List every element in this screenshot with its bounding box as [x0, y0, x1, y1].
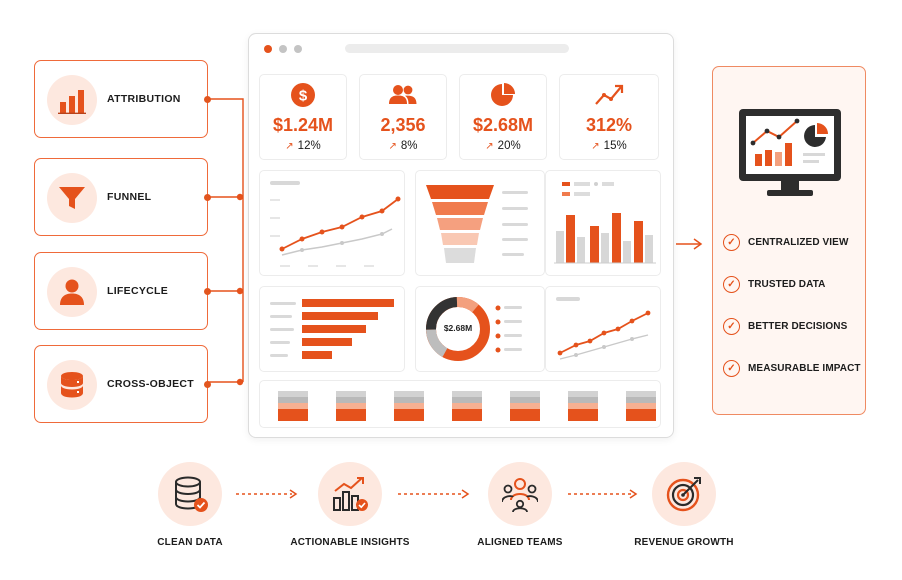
check-circle-icon: ✓	[723, 317, 740, 335]
benefit-item: ✓ BETTER DECISIONS	[723, 317, 847, 335]
kpi-card-pipeline: $2.68M ↗ 20%	[459, 74, 547, 160]
category-card-funnel[interactable]: FUNNEL	[34, 158, 211, 236]
kpi-value: 312%	[585, 115, 633, 135]
benefit-item: ✓ CENTRALIZED VIEW	[723, 233, 849, 251]
line-chart	[270, 181, 401, 267]
category-card-lifecycle[interactable]: LIFECYCLE	[34, 252, 211, 330]
stacked-columns-panel	[259, 380, 661, 428]
funnel-icon	[47, 173, 97, 223]
kpi-change: ↗ 8%	[388, 140, 418, 152]
kpi-change: ↗ 20%	[485, 140, 521, 152]
up-arrow-icon: ↗	[285, 141, 294, 152]
category-label: LIFECYCLE	[107, 285, 169, 297]
line-chart-panel	[259, 170, 405, 276]
check-circle-icon: ✓	[723, 359, 740, 377]
up-arrow-icon: ↗	[591, 141, 600, 152]
kpi-card-roi: 312% ↗ 15%	[559, 74, 659, 160]
stacked-columns	[278, 391, 656, 421]
benefits-panel: ✓ CENTRALIZED VIEW ✓ TRUSTED DATA ✓ BETT…	[712, 66, 866, 415]
users-icon	[360, 82, 446, 108]
connector-dot	[204, 288, 211, 295]
target-icon	[666, 477, 701, 512]
kpi-value: 2,356	[380, 115, 426, 135]
address-bar[interactable]	[345, 44, 569, 53]
kpi-value: $1.24M	[272, 115, 334, 135]
kpi-value: $2.68M	[472, 115, 534, 135]
trend-chart-panel	[545, 286, 661, 372]
trend-chart	[556, 297, 651, 360]
trend-line-icon	[560, 82, 658, 108]
donut-chart-panel: $2.68M	[415, 286, 545, 372]
category-card-attribution[interactable]: ATTRIBUTION	[34, 60, 211, 138]
kpi-change: ↗ 12%	[285, 140, 321, 152]
bar-chart	[554, 182, 656, 264]
benefit-item: ✓ TRUSTED DATA	[723, 275, 826, 293]
connector-dot	[204, 194, 211, 201]
connector-dot	[204, 381, 211, 388]
category-card-cross-object[interactable]: CROSS-OBJECT	[34, 345, 211, 423]
dashboard-window: $ $1.24M ↗ 12% 2,356 ↗ 8% $2.68M ↗ 20% 312%…	[248, 33, 674, 438]
kpi-card-revenue: $ $1.24M ↗ 12%	[259, 74, 347, 160]
donut-chart	[426, 297, 522, 361]
benefit-item: ✓ MEASURABLE IMPACT	[723, 359, 861, 377]
horizontal-bar-panel	[259, 286, 405, 372]
database-check-icon	[175, 476, 208, 512]
growth-chart-icon	[333, 477, 368, 511]
flow-step-label: CLEAN DATA	[157, 537, 223, 548]
connector-dot	[204, 96, 211, 103]
donut-center-value: $2.68M	[443, 323, 473, 333]
dollar-icon: $	[260, 82, 346, 108]
person-icon	[47, 267, 97, 317]
window-minimize-dot[interactable]	[279, 45, 287, 53]
team-icon	[502, 478, 538, 512]
check-circle-icon: ✓	[723, 233, 740, 251]
database-icon	[47, 360, 97, 410]
monitor-icon	[739, 109, 841, 196]
flow-step-label: ACTIONABLE INSIGHTS	[290, 537, 410, 548]
flow-step-label: REVENUE GROWTH	[634, 537, 734, 548]
category-label: ATTRIBUTION	[107, 93, 181, 105]
category-label: FUNNEL	[107, 191, 152, 203]
horizontal-bar-chart	[270, 299, 394, 359]
flow-step-label: ALIGNED TEAMS	[477, 537, 563, 548]
pie-chart-icon	[460, 82, 546, 108]
category-label: CROSS-OBJECT	[107, 378, 195, 390]
window-close-dot[interactable]	[264, 45, 272, 53]
flow-step-revenue-growth	[652, 462, 716, 526]
check-circle-icon: ✓	[723, 275, 740, 293]
flow-step-aligned-teams	[488, 462, 552, 526]
funnel-chart-panel	[415, 170, 545, 276]
kpi-change: ↗ 15%	[591, 140, 627, 152]
flow-step-actionable-insights	[318, 462, 382, 526]
svg-text:$: $	[299, 88, 308, 105]
up-arrow-icon: ↗	[485, 141, 494, 152]
up-arrow-icon: ↗	[388, 141, 397, 152]
funnel-chart	[426, 185, 528, 263]
window-maximize-dot[interactable]	[294, 45, 302, 53]
kpi-card-users: 2,356 ↗ 8%	[359, 74, 447, 160]
bar-chart-panel	[545, 170, 661, 276]
bar-chart-icon	[47, 75, 97, 125]
flow-step-clean-data	[158, 462, 222, 526]
